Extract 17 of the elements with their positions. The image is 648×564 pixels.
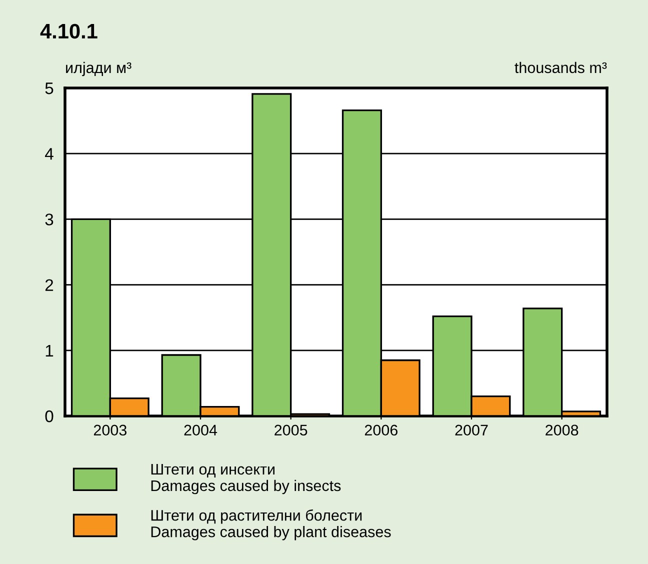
- y-tick-label: 4: [45, 148, 54, 160]
- y-tick-label: 3: [45, 214, 54, 226]
- x-tick-label: 2003: [94, 424, 126, 436]
- x-tick-label: 2006: [364, 424, 398, 436]
- y-tick-label: 2: [45, 279, 54, 291]
- y-tick-label: 1: [46, 344, 54, 356]
- text: thousands m³: [514, 62, 607, 74]
- x-tick-label: 2008: [546, 424, 578, 436]
- x-tick-label: 2007: [455, 424, 488, 436]
- x-tick-label: 2005: [274, 424, 308, 436]
- y-axis-title: илјади м³: [66, 62, 132, 76]
- y-tick-label: 0: [45, 410, 54, 422]
- x-tick-label: 2004: [184, 424, 218, 436]
- legend-label: Штети од инсекти Damages caused by insects: [151, 464, 341, 494]
- legend-label: Штети од растителни болести Damages caused by plant diseases: [151, 509, 391, 540]
- y-tick-label: 5: [45, 82, 54, 94]
- chart-title: 4.10.1: [40, 24, 98, 39]
